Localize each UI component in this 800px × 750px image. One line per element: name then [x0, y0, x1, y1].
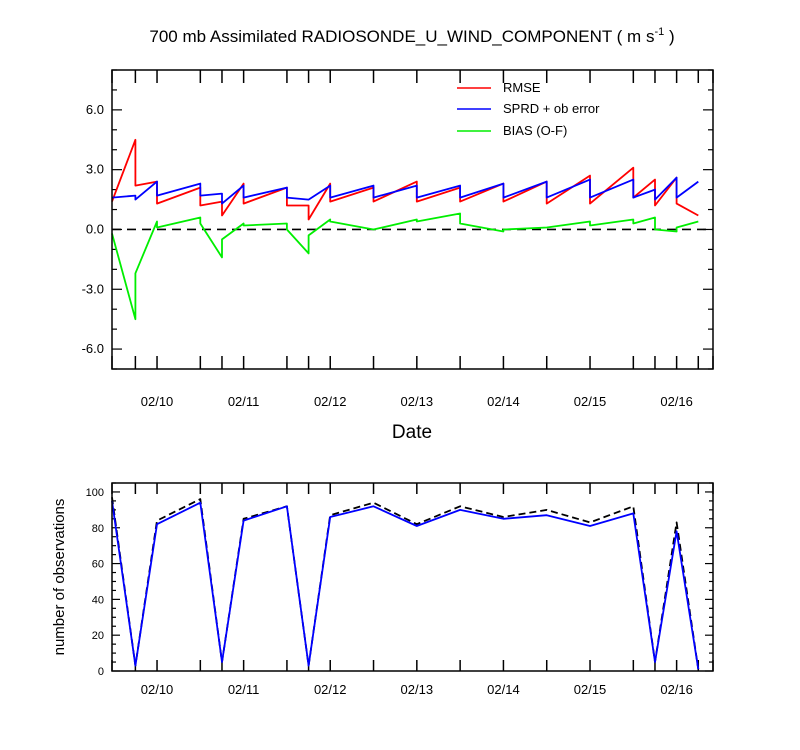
- y-tick-label: -3.0: [82, 281, 104, 296]
- y-axis-label-observations: number of observations: [51, 499, 68, 656]
- series-line-sprd-ob-error: [111, 176, 699, 205]
- legend: RMSE SPRD + ob error BIAS (O-F): [457, 80, 600, 138]
- chart-title-unit-sup: -1: [654, 26, 664, 38]
- x-tick-label: 02/13: [401, 394, 434, 409]
- x-tick-label: 02/15: [574, 394, 607, 409]
- y-tick-label: 100: [86, 487, 104, 499]
- y-tick-label: 3.0: [86, 162, 104, 177]
- y-tick-label: 40: [92, 594, 104, 606]
- legend-label-sprd: SPRD + ob error: [503, 101, 600, 116]
- x-tick-label: 02/14: [487, 394, 520, 409]
- y-tick-label: 20: [92, 630, 104, 642]
- y-tick-label: 60: [92, 559, 104, 571]
- x-tick-label: 02/11: [228, 682, 260, 697]
- legend-label-bias: BIAS (O-F): [503, 123, 567, 138]
- legend-item-sprd: SPRD + ob error: [457, 101, 600, 116]
- x-tick-label: 02/12: [314, 394, 347, 409]
- x-tick-label: 02/11: [228, 394, 260, 409]
- top-axis-ticks: [111, 69, 714, 370]
- series-line-possible-observations: [111, 497, 700, 670]
- x-tick-label: 02/12: [314, 682, 347, 697]
- chart-title: 700 mb Assimilated RADIOSONDE_U_WIND_COM…: [149, 26, 674, 46]
- chart-title-close: ): [664, 27, 674, 46]
- top-series-group: [111, 138, 699, 321]
- y-tick-label: 6.0: [86, 102, 104, 117]
- x-tick-label: 02/10: [141, 682, 174, 697]
- bottom-x-tick-labels: 02/10 02/11 02/12 02/13 02/14 02/15 02/16: [141, 682, 693, 697]
- chart-title-text: 700 mb Assimilated RADIOSONDE_U_WIND_COM…: [149, 27, 654, 46]
- y-tick-label: 80: [92, 523, 104, 535]
- y-tick-label: -6.0: [82, 341, 104, 356]
- series-line-rmse: [111, 138, 699, 221]
- y-tick-label: 0.0: [86, 221, 104, 236]
- top-y-tick-labels: -6.0 -3.0 0.0 3.0 6.0: [82, 102, 104, 356]
- x-tick-label: 02/16: [660, 394, 693, 409]
- legend-item-bias: BIAS (O-F): [457, 123, 567, 138]
- x-tick-label: 02/15: [574, 682, 607, 697]
- legend-label-rmse: RMSE: [503, 80, 541, 95]
- bottom-y-tick-labels: 0 20 40 60 80 100: [86, 487, 104, 678]
- x-axis-label: Date: [392, 422, 432, 443]
- x-tick-label: 02/10: [141, 394, 174, 409]
- series-line-bias-o-f: [111, 212, 699, 321]
- series-line-assimilated-observations: [111, 500, 700, 670]
- top-plot-frame: [111, 69, 714, 370]
- x-tick-label: 02/16: [660, 682, 693, 697]
- x-tick-label: 02/14: [487, 682, 520, 697]
- bottom-series-group: [111, 497, 700, 670]
- bottom-plot-frame: [111, 482, 714, 672]
- legend-item-rmse: RMSE: [457, 80, 541, 95]
- top-x-tick-labels: 02/10 02/11 02/12 02/13 02/14 02/15 02/16: [141, 394, 693, 409]
- x-tick-label: 02/13: [401, 682, 434, 697]
- top-panel: -6.0-3.00.03.06.0 02/10 02/11 02/12 02/13 02…: [82, 69, 714, 443]
- y-tick-label: 0: [98, 666, 104, 678]
